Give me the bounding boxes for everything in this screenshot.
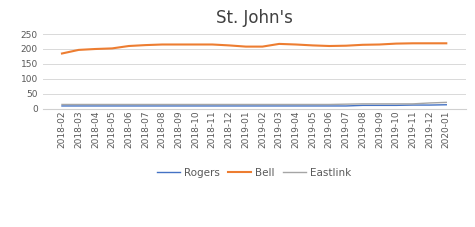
- Bell: [427, 42, 432, 45]
- Line: Bell: Bell: [62, 43, 446, 54]
- Bell: [209, 43, 215, 46]
- Line: Rogers: Rogers: [62, 105, 446, 106]
- Eastlink: [226, 103, 232, 106]
- Bell: [410, 42, 416, 45]
- Eastlink: [360, 103, 366, 105]
- Rogers: [410, 104, 416, 106]
- Rogers: [209, 105, 215, 107]
- Eastlink: [276, 103, 282, 106]
- Rogers: [444, 104, 449, 106]
- Bell: [142, 44, 148, 47]
- Rogers: [260, 105, 266, 107]
- Eastlink: [93, 103, 98, 106]
- Eastlink: [126, 103, 132, 106]
- Eastlink: [444, 101, 449, 104]
- Rogers: [93, 105, 98, 107]
- Bell: [343, 44, 349, 47]
- Rogers: [343, 105, 349, 107]
- Bell: [126, 45, 132, 47]
- Rogers: [377, 104, 382, 107]
- Eastlink: [142, 103, 148, 106]
- Rogers: [393, 104, 399, 107]
- Bell: [109, 47, 115, 50]
- Bell: [226, 44, 232, 47]
- Eastlink: [176, 103, 182, 106]
- Rogers: [176, 105, 182, 107]
- Eastlink: [427, 102, 432, 104]
- Title: St. John's: St. John's: [216, 9, 293, 27]
- Rogers: [109, 105, 115, 107]
- Bell: [444, 42, 449, 45]
- Rogers: [160, 105, 165, 107]
- Bell: [326, 45, 332, 47]
- Rogers: [427, 104, 432, 106]
- Eastlink: [326, 103, 332, 106]
- Eastlink: [293, 103, 299, 106]
- Eastlink: [160, 103, 165, 106]
- Eastlink: [76, 103, 82, 106]
- Rogers: [293, 105, 299, 107]
- Bell: [260, 45, 266, 48]
- Rogers: [76, 105, 82, 107]
- Bell: [193, 43, 199, 46]
- Bell: [243, 45, 248, 48]
- Eastlink: [393, 103, 399, 105]
- Bell: [377, 43, 382, 46]
- Bell: [293, 43, 299, 46]
- Bell: [160, 43, 165, 46]
- Eastlink: [377, 103, 382, 105]
- Eastlink: [209, 103, 215, 106]
- Legend: Rogers, Bell, Eastlink: Rogers, Bell, Eastlink: [152, 163, 356, 182]
- Rogers: [226, 105, 232, 107]
- Bell: [76, 49, 82, 51]
- Bell: [276, 42, 282, 45]
- Rogers: [326, 105, 332, 107]
- Rogers: [126, 105, 132, 107]
- Bell: [310, 44, 315, 47]
- Eastlink: [243, 103, 248, 106]
- Rogers: [193, 105, 199, 107]
- Rogers: [360, 104, 366, 107]
- Bell: [59, 52, 65, 55]
- Line: Eastlink: Eastlink: [62, 102, 446, 104]
- Rogers: [310, 105, 315, 107]
- Rogers: [243, 105, 248, 107]
- Rogers: [276, 105, 282, 107]
- Rogers: [142, 105, 148, 107]
- Bell: [393, 42, 399, 45]
- Bell: [93, 48, 98, 50]
- Eastlink: [310, 103, 315, 106]
- Rogers: [59, 105, 65, 107]
- Eastlink: [193, 103, 199, 106]
- Eastlink: [343, 103, 349, 106]
- Bell: [176, 43, 182, 46]
- Eastlink: [59, 103, 65, 106]
- Eastlink: [260, 103, 266, 106]
- Eastlink: [109, 103, 115, 106]
- Bell: [360, 43, 366, 46]
- Eastlink: [410, 103, 416, 105]
